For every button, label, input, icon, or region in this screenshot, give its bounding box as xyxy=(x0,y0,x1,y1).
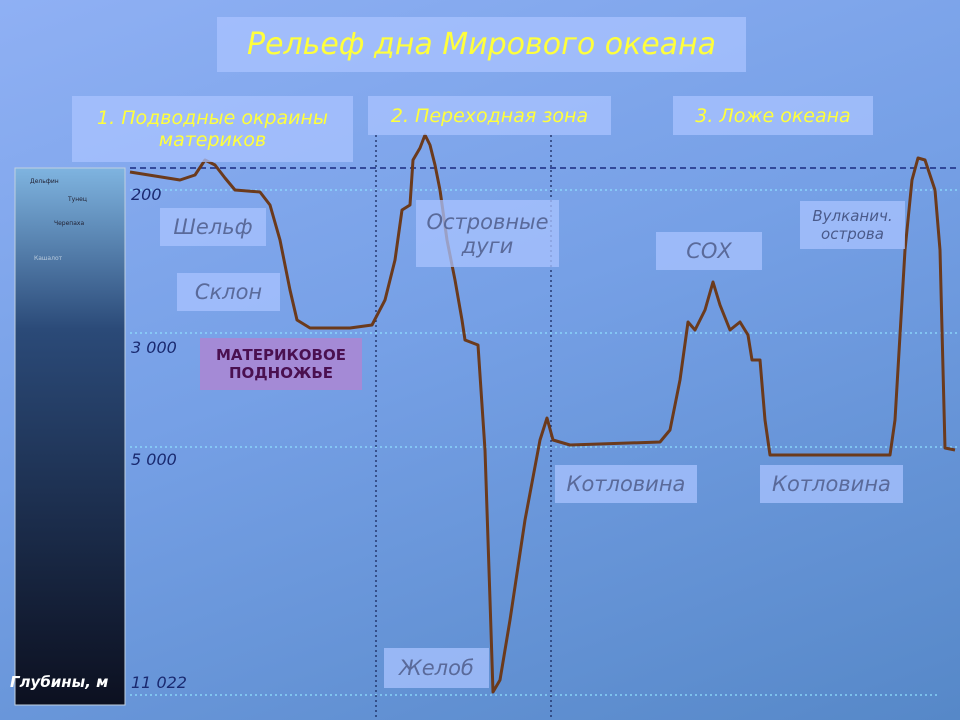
animal-label: Тунец xyxy=(68,196,87,203)
depth-label: 3 000 xyxy=(131,338,177,357)
depth-label: 5 000 xyxy=(131,450,177,469)
zone-label: 1. Подводные окраины материков xyxy=(72,96,353,162)
feature-label: МАТЕРИКОВОЕ ПОДНОЖЬЕ xyxy=(200,338,362,390)
depth-lines xyxy=(130,189,960,696)
feature-label: Котловина xyxy=(760,465,903,503)
feature-label: Котловина xyxy=(555,465,697,503)
feature-label: Склон xyxy=(177,273,280,311)
feature-label: СОХ xyxy=(656,232,762,270)
animal-label: Черепаха xyxy=(54,220,85,227)
axis-label: Глубины, м xyxy=(10,673,109,691)
zone-label: 2. Переходная зона xyxy=(368,96,611,135)
feature-label: Желоб xyxy=(384,648,489,688)
animal-label: Кашалот xyxy=(34,255,63,262)
animal-label: Дельфин xyxy=(30,178,59,185)
depth-label: 200 xyxy=(131,185,162,204)
depth-label: 11 022 xyxy=(131,673,187,692)
depth-strip xyxy=(14,167,126,706)
zone-label: 3. Ложе океана xyxy=(673,96,873,135)
title: Рельеф дна Мирового океана xyxy=(217,17,746,72)
feature-label: Островные дуги xyxy=(416,200,559,267)
feature-label: Шельф xyxy=(160,208,266,246)
seabed-profile xyxy=(129,133,956,694)
feature-label: Вулканич. острова xyxy=(800,201,905,249)
